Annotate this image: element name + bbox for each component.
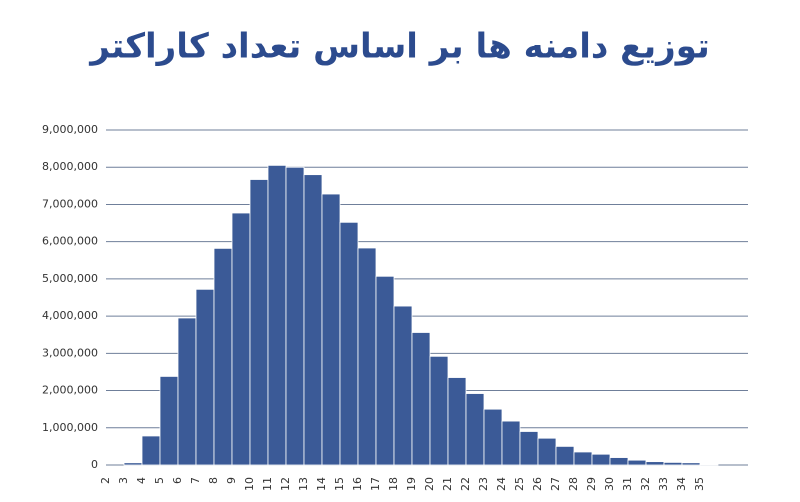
- x-tick-label: 12: [279, 477, 292, 491]
- x-tick-label: 26: [531, 477, 544, 491]
- bar: [681, 462, 701, 466]
- bar: [249, 179, 269, 466]
- x-tick-label: 29: [585, 477, 598, 491]
- x-tick-label: 14: [315, 477, 328, 491]
- y-tick-label: 9,000,000: [42, 123, 98, 136]
- bar: [357, 247, 377, 466]
- y-tick-label: 4,000,000: [42, 309, 98, 322]
- bar: [303, 174, 323, 466]
- x-tick-label: 20: [423, 477, 436, 491]
- bar: [231, 212, 251, 466]
- x-tick-label: 23: [477, 477, 490, 491]
- bar: [285, 166, 305, 466]
- x-tick-label: 30: [603, 477, 616, 491]
- bar: [429, 355, 449, 466]
- bar: [627, 459, 647, 466]
- bar: [663, 461, 683, 466]
- y-tick-label: 0: [91, 458, 98, 471]
- x-tick-label: 3: [117, 477, 130, 484]
- y-tick-label: 2,000,000: [42, 384, 98, 397]
- x-tick-label: 15: [333, 477, 346, 491]
- bar: [159, 376, 179, 466]
- chart-title: توزیع دامنه ها بر اساس تعداد کاراکتر: [88, 27, 710, 67]
- bar: [609, 457, 629, 466]
- bar: [195, 288, 215, 466]
- y-tick-label: 1,000,000: [42, 421, 98, 434]
- bar: [519, 431, 539, 466]
- x-tick-label: 24: [495, 477, 508, 491]
- bar: [411, 332, 431, 466]
- x-tick-label: 16: [351, 477, 364, 491]
- x-tick-label: 10: [243, 477, 256, 491]
- x-tick-label: 5: [153, 477, 166, 484]
- bar: [213, 247, 233, 466]
- bar: [537, 437, 557, 466]
- bar: [123, 462, 143, 466]
- bar: [501, 420, 521, 466]
- bar: [177, 317, 197, 466]
- bar: [591, 453, 611, 466]
- x-tick-label: 18: [387, 477, 400, 491]
- x-tick-label: 35: [693, 477, 706, 491]
- bar: [483, 408, 503, 466]
- x-tick-label: 2: [99, 477, 112, 484]
- x-tick-label: 33: [657, 477, 670, 491]
- bar: [393, 305, 413, 466]
- bar: [141, 435, 161, 466]
- bar: [573, 451, 593, 466]
- bar: [339, 221, 359, 466]
- bar: [447, 377, 467, 466]
- bar: [321, 193, 341, 466]
- x-tick-label: 9: [225, 477, 238, 484]
- x-tick-label: 6: [171, 477, 184, 484]
- x-tick-label: 27: [549, 477, 562, 491]
- x-tick-label: 25: [513, 477, 526, 491]
- y-tick-label: 7,000,000: [42, 197, 98, 210]
- x-tick-label: 4: [135, 477, 148, 484]
- x-tick-label: 19: [405, 477, 418, 491]
- bar: [375, 275, 395, 466]
- y-tick-label: 6,000,000: [42, 235, 98, 248]
- x-tick-label: 17: [369, 477, 382, 491]
- y-tick-label: 3,000,000: [42, 346, 98, 359]
- bar: [465, 393, 485, 466]
- x-tick-label: 11: [261, 477, 274, 491]
- x-tick-label: 7: [189, 477, 202, 484]
- x-tick-label: 31: [621, 477, 634, 491]
- y-tick-label: 8,000,000: [42, 160, 98, 173]
- y-tick-label: 5,000,000: [42, 272, 98, 285]
- bar: [267, 164, 287, 466]
- x-tick-label: 21: [441, 477, 454, 491]
- bar: [555, 445, 575, 466]
- x-tick-label: 34: [675, 477, 688, 491]
- x-tick-label: 32: [639, 477, 652, 491]
- x-tick-label: 22: [459, 477, 472, 491]
- x-tick-label: 13: [297, 477, 310, 491]
- x-tick-label: 8: [207, 477, 220, 484]
- x-tick-label: 28: [567, 477, 580, 491]
- bar: [645, 461, 665, 466]
